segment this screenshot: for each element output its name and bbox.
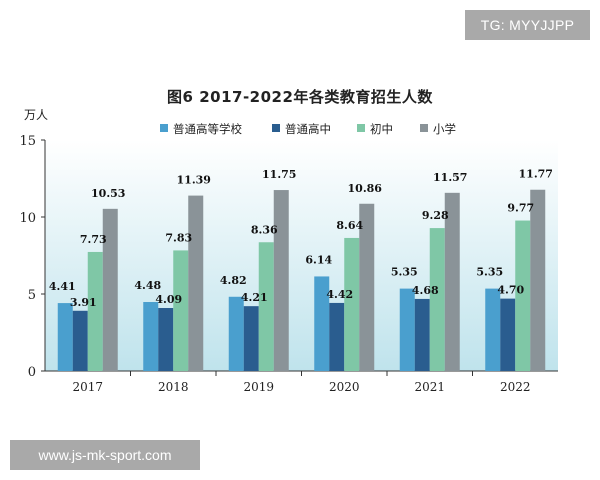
data-label: 8.64 (336, 219, 363, 232)
data-label: 4.48 (134, 279, 161, 292)
legend-swatch (160, 124, 168, 132)
bar (258, 242, 274, 371)
bar (314, 276, 330, 371)
data-label: 5.35 (391, 266, 418, 279)
y-axis-label: 万人 (24, 108, 48, 122)
data-label: 3.91 (70, 296, 97, 309)
y-tick-label: 5 (28, 288, 36, 303)
data-label: 7.73 (80, 233, 107, 246)
bar (530, 189, 546, 371)
legend-swatch (272, 124, 280, 132)
legend-swatch (357, 124, 365, 132)
legend-label: 初中 (370, 122, 393, 136)
bar (228, 296, 244, 371)
bar (173, 250, 189, 371)
data-label: 4.42 (326, 288, 353, 301)
bar (485, 288, 501, 371)
y-tick-label: 15 (19, 134, 36, 149)
x-tick-label: 2018 (158, 380, 189, 394)
bar (102, 208, 118, 371)
data-label: 9.28 (422, 209, 449, 222)
watermark-bottom: www.js-mk-sport.com (10, 440, 200, 470)
bar (359, 203, 375, 371)
data-label: 5.35 (476, 266, 503, 279)
x-tick-label: 2021 (414, 380, 445, 394)
data-label: 11.77 (519, 168, 553, 181)
plot-background (45, 140, 558, 371)
bar (399, 288, 415, 371)
bar (444, 192, 460, 371)
x-tick-label: 2017 (72, 380, 103, 394)
data-label: 4.68 (412, 284, 439, 297)
data-label: 11.39 (177, 174, 211, 187)
chart-title: 图6 2017-2022年各类教育招生人数 (167, 88, 433, 106)
data-label: 4.09 (155, 293, 182, 306)
data-label: 4.70 (497, 284, 524, 297)
data-label: 4.41 (49, 280, 76, 293)
legend-swatch (420, 124, 428, 132)
y-tick-label: 10 (19, 211, 36, 226)
legend-label: 普通高等学校 (173, 122, 242, 136)
data-label: 10.86 (348, 182, 383, 195)
bar (158, 308, 174, 371)
data-label: 4.82 (220, 274, 247, 287)
bar (429, 228, 445, 371)
x-tick-label: 2020 (329, 380, 360, 394)
x-tick-label: 2019 (243, 380, 274, 394)
data-label: 11.75 (262, 168, 296, 181)
data-label: 10.53 (91, 187, 125, 200)
data-label: 7.83 (165, 231, 192, 244)
bar (87, 251, 103, 371)
bar (515, 220, 531, 371)
bar (500, 298, 516, 371)
data-label: 4.21 (241, 291, 268, 304)
bar (273, 190, 289, 371)
data-label: 11.57 (433, 171, 467, 184)
bar (329, 302, 345, 371)
data-label: 8.36 (251, 223, 278, 236)
legend-label: 普通高中 (285, 122, 331, 136)
bar (243, 306, 259, 371)
y-tick-label: 0 (28, 365, 36, 380)
bar (344, 237, 360, 371)
data-label: 9.77 (507, 202, 534, 215)
bar (414, 298, 430, 371)
watermark-top: TG: MYYJJPP (465, 10, 590, 40)
legend-label: 小学 (433, 122, 456, 136)
bar (57, 303, 73, 371)
x-tick-label: 2022 (500, 380, 531, 394)
bar (188, 195, 204, 371)
bar (143, 302, 159, 371)
data-label: 6.14 (305, 253, 332, 266)
bar (72, 310, 88, 371)
